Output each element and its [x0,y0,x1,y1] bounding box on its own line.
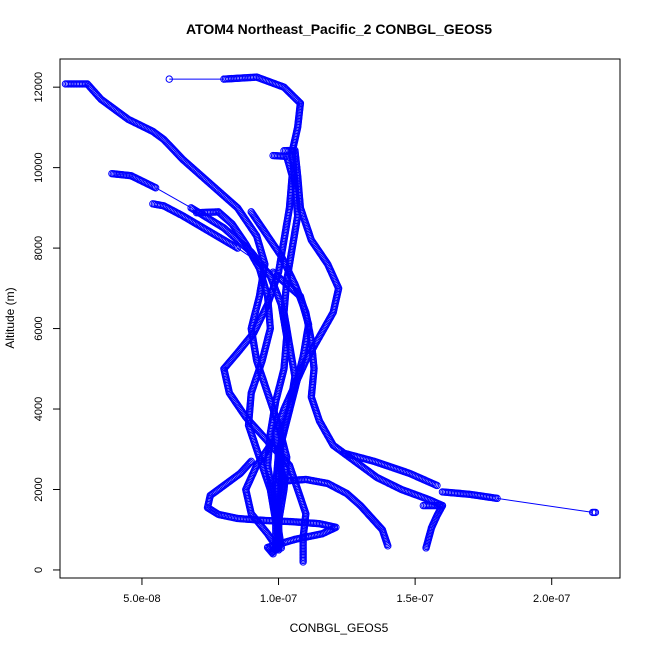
data-point [151,184,160,192]
y-tick-label: 10000 [33,152,45,183]
data-point [222,362,230,371]
data-point [422,544,430,552]
data-point [165,75,173,83]
data-point [262,528,271,537]
data-point [264,270,273,278]
y-tick-label: 2000 [33,477,45,501]
series-4 [149,200,313,550]
data-point [591,508,600,517]
plot-frame [59,58,621,579]
data-point [232,243,240,251]
data-point [433,481,441,490]
y-tick-label: 0 [33,567,45,573]
data-point [274,546,283,554]
y-tick-label: 8000 [33,236,45,260]
x-tick-label: 1.0e-07 [260,593,297,605]
data-point [268,549,276,557]
series-8 [247,208,447,510]
series-10 [438,488,600,517]
series-1 [61,80,291,556]
series-9 [419,501,447,552]
x-tick-label: 5.0e-08 [123,593,160,605]
x-axis-label: CONBGL_GEOS5 [290,621,389,635]
data-point [233,244,242,252]
data-point [384,542,392,550]
series-11 [340,449,441,490]
data-point [269,550,277,558]
x-tick-label: 2.0e-07 [533,593,570,605]
plot-area [61,73,600,566]
y-tick-label: 4000 [33,397,45,421]
series-12 [274,475,392,550]
y-tick-label: 12000 [33,72,45,103]
chart-title: ATOM4 Northeast_Pacific_2 CONBGL_GEOS5 [186,21,492,37]
y-axis-label: Altitude (m) [3,287,17,348]
x-axis: 5.0e-08 1.0e-07 1.5e-07 2.0e-07 [123,578,570,605]
data-point [283,459,292,467]
x-tick-label: 1.5e-07 [396,593,433,605]
data-point [299,558,307,566]
data-point [294,97,302,105]
connector-line [155,187,192,209]
data-point [273,544,282,553]
y-axis: 0 2000 4000 6000 8000 10000 12000 [33,72,60,573]
series-14 [242,441,283,554]
data-point [493,494,501,503]
y-tick-label: 6000 [33,316,45,340]
data-point [267,548,275,556]
connector-line [497,497,593,513]
